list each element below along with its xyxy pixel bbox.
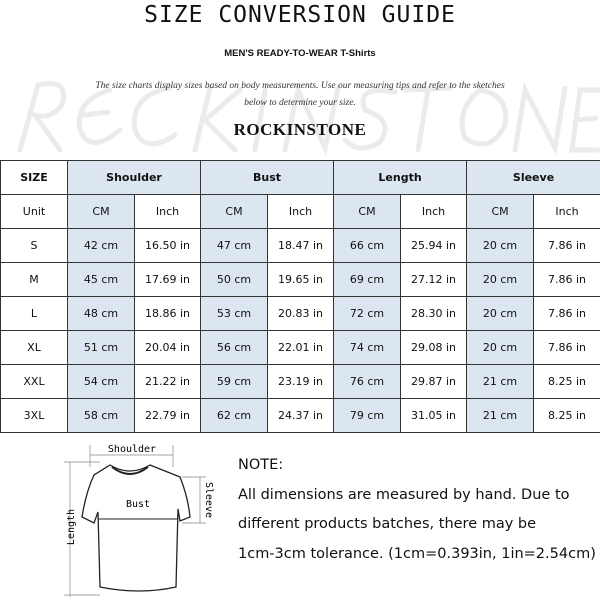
measurement-cell: 56 cm	[200, 330, 269, 365]
note-line: 1cm-3cm tolerance. (1cm=0.393in, 1in=2.5…	[238, 545, 596, 562]
measurement-cell: 79 cm	[333, 398, 402, 433]
unit-header-cell: Inch	[267, 194, 335, 229]
measurement-cell: 27.12 in	[400, 262, 468, 297]
measurement-cell: 74 cm	[333, 330, 402, 365]
measurement-cell: 7.86 in	[533, 228, 600, 263]
brand-watermark-logo	[17, 81, 600, 156]
unit-header-cell: CM	[200, 194, 269, 229]
size-label: XXL	[0, 364, 68, 399]
measurement-cell: 51 cm	[67, 330, 135, 365]
size-label: 3XL	[0, 398, 68, 433]
measurement-cell: 59 cm	[200, 364, 269, 399]
measurement-cell: 72 cm	[333, 296, 402, 331]
measurement-cell: 24.37 in	[267, 398, 335, 433]
measurement-cell: 62 cm	[200, 398, 269, 433]
page-title: SIZE CONVERSION GUIDE	[144, 2, 456, 28]
table-row: 3XL 58 cm 22.79 in 62 cm 24.37 in 79 cm 31.05 …	[0, 398, 600, 433]
measurement-cell: 29.08 in	[400, 330, 468, 365]
measurement-cell: 69 cm	[333, 262, 402, 297]
unit-header-cell: CM	[466, 194, 535, 229]
measurement-cell: 23.19 in	[267, 364, 335, 399]
brand-name: ROCKINSTONE	[233, 120, 367, 139]
unit-header-cell: CM	[67, 194, 135, 229]
measurement-cell: 42 cm	[67, 228, 135, 263]
measurement-cell: 50 cm	[200, 262, 269, 297]
measurement-cell: 25.94 in	[400, 228, 468, 263]
measurement-cell: 7.86 in	[533, 330, 600, 365]
note-line: different products batches, there may be	[238, 516, 537, 532]
size-label: M	[0, 262, 68, 297]
measurement-cell: 45 cm	[67, 262, 135, 297]
sleeve-header: Sleeve	[466, 160, 600, 195]
tshirt-measurement-diagram: Shoulder Bust Sleeve Length	[64, 444, 214, 597]
measurement-cell: 7.86 in	[533, 296, 600, 331]
measurement-cell: 8.25 in	[533, 364, 600, 399]
size-label: XL	[0, 330, 68, 365]
unit-header-row: Unit CM Inch CM Inch CM Inch CM Inch	[0, 194, 600, 229]
unit-header-cell: Inch	[400, 194, 468, 229]
size-label: L	[0, 296, 68, 331]
table-row: L 48 cm 18.86 in 53 cm 20.83 in 72 cm 28.30 in…	[0, 296, 600, 331]
sleeve-label: Sleeve	[203, 482, 214, 518]
measurement-cell: 31.05 in	[400, 398, 468, 433]
measurement-cell: 22.79 in	[133, 398, 202, 433]
table-row: XXL 54 cm 21.22 in 59 cm 23.19 in 76 cm 29.87 …	[0, 364, 600, 399]
measurement-cell: 17.69 in	[133, 262, 202, 297]
measurement-cell: 48 cm	[67, 296, 135, 331]
measurement-cell: 20 cm	[466, 262, 535, 297]
unit-label: Unit	[0, 194, 68, 229]
length-label: Length	[66, 509, 77, 545]
measurement-cell: 16.50 in	[133, 228, 202, 263]
measurement-cell: 53 cm	[200, 296, 269, 331]
unit-header-cell: CM	[333, 194, 402, 229]
measurement-cell: 20.83 in	[267, 296, 335, 331]
table-row: S 42 cm 16.50 in 47 cm 18.47 in 66 cm 25.94 in…	[0, 228, 600, 263]
measurement-cell: 21.22 in	[133, 364, 202, 399]
size-header: SIZE	[0, 160, 68, 195]
page-subtitle: MEN'S READY-TO-WEAR T-Shirts	[224, 48, 376, 59]
measurement-cell: 20 cm	[466, 330, 535, 365]
note-heading: NOTE:	[238, 457, 284, 473]
bust-header: Bust	[200, 160, 335, 195]
measurement-cell: 47 cm	[200, 228, 269, 263]
size-label: S	[0, 228, 68, 263]
group-header-row: SIZE Shoulder Bust Length Sleeve	[0, 160, 600, 195]
measurement-cell: 18.86 in	[133, 296, 202, 331]
measurement-cell: 18.47 in	[267, 228, 335, 263]
bust-label: Bust	[126, 499, 150, 510]
note-line: All dimensions are measured by hand. Due…	[238, 486, 570, 503]
unit-header-cell: Inch	[533, 194, 600, 229]
unit-header-cell: Inch	[133, 194, 202, 229]
shoulder-header: Shoulder	[66, 160, 202, 195]
tshirt-outline	[81, 464, 191, 592]
measurement-cell: 21 cm	[466, 398, 535, 433]
table-row: XL 51 cm 20.04 in 56 cm 22.01 in 74 cm 29.08 i…	[0, 330, 600, 365]
measurement-cell: 54 cm	[67, 364, 135, 399]
measurement-cell: 20 cm	[466, 228, 535, 263]
measurement-cell: 8.25 in	[533, 398, 600, 433]
measurement-cell: 58 cm	[67, 398, 135, 433]
note-block: NOTE: All dimensions are measured by han…	[238, 451, 596, 569]
measurement-cell: 66 cm	[333, 228, 402, 263]
length-header: Length	[333, 160, 468, 195]
measurement-cell: 7.86 in	[533, 262, 600, 297]
measurement-cell: 28.30 in	[400, 296, 468, 331]
measurement-cell: 20 cm	[466, 296, 535, 331]
intro-text: The size charts display sizes based on b…	[95, 81, 505, 108]
measurement-cell: 22.01 in	[267, 330, 335, 365]
measurement-cell: 21 cm	[466, 364, 535, 399]
table-row: M 45 cm 17.69 in 50 cm 19.65 in 69 cm 27.12 in…	[0, 262, 600, 297]
shoulder-label: Shoulder	[108, 444, 156, 455]
measurement-cell: 76 cm	[333, 364, 402, 399]
measurement-cell: 29.87 in	[400, 364, 468, 399]
size-table: SIZE Shoulder Bust Length Sleeve Unit CM I…	[0, 160, 600, 433]
measurement-cell: 20.04 in	[133, 330, 202, 365]
measurement-cell: 19.65 in	[267, 262, 335, 297]
